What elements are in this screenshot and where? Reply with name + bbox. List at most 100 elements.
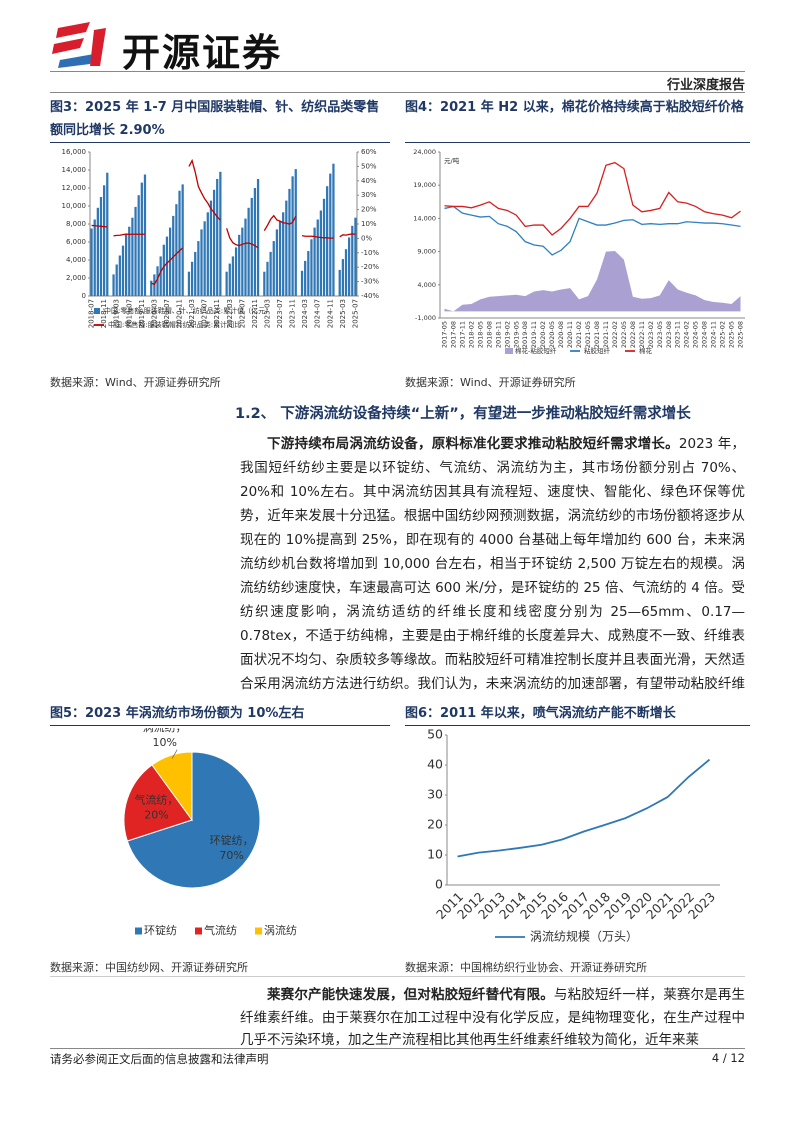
bar: [115, 264, 118, 296]
x-tick-label: 2020-05: [548, 321, 556, 348]
bar: [143, 174, 147, 296]
x-tick-label: 2025-02: [719, 321, 727, 348]
paragraph-lead: 莱赛尔产能快速发展，但对粘胶短纤替代有限。: [267, 987, 554, 1003]
section-heading: 1.2、 下游涡流纺设备持续“上新”，有望进一步推动粘胶短纤需求增长: [235, 406, 691, 422]
bar: [234, 247, 238, 296]
y-tick-label: 12,000: [62, 184, 87, 192]
bar: [275, 229, 279, 296]
rule: [50, 976, 745, 977]
y2-tick-label: -10%: [361, 249, 379, 257]
source-note: 数据来源：中国纺纱网、开源证券研究所: [50, 961, 248, 974]
bar: [282, 212, 285, 296]
bar: [307, 251, 310, 296]
bar: [168, 227, 172, 296]
chart: 0102030405020112012201320142015201620172…: [427, 727, 720, 944]
y-tick-label: 4,000: [417, 281, 436, 289]
bar: [319, 210, 323, 296]
x-tick-label: 2024-05: [692, 321, 700, 348]
chart: 环锭纺， 70% 环锭纺 气流纺， 20% 气流纺 涡流纺， 10% 涡流纺: [123, 728, 297, 937]
x-tick-label: 2021-08: [593, 321, 601, 348]
y2-tick-label: 30%: [361, 191, 377, 199]
x-tick-label: 2023-11: [674, 321, 682, 348]
paragraph: 莱赛尔产能快速发展，但对粘胶短纤替代有限。与粘胶短纤一样，莱赛尔是再生纤维素纤维…: [240, 984, 745, 1052]
bar: [187, 271, 191, 296]
y-tick-label: 24,000: [413, 148, 436, 156]
bar: [316, 219, 319, 296]
legend-label: 棉花: [639, 346, 653, 355]
x-tick-label: 2025-07: [351, 299, 359, 328]
x-tick-label: 2017-05: [440, 321, 448, 348]
y-tick-label: 8,000: [66, 220, 86, 228]
pie-slice: [126, 751, 261, 889]
y-tick-label: 16,000: [62, 148, 87, 156]
x-tick-label: 2022-07: [238, 299, 246, 328]
y-tick-label: 19,000: [413, 181, 436, 189]
legend-swatch: [195, 927, 202, 935]
bar: [322, 198, 326, 296]
legend-swatch: [505, 348, 513, 354]
x-tick-label: 2021-05: [584, 321, 592, 348]
paragraph-lead: 下游持续布局涡流纺设备，原料标准化要求推动粘胶短纤需求增长。: [267, 436, 679, 452]
leader-line: [171, 749, 178, 759]
bar: [278, 221, 282, 296]
source-note: 数据来源：Wind、开源证券研究所: [405, 376, 576, 389]
bar: [291, 176, 294, 296]
x-tick-label: 2023-07: [276, 299, 284, 328]
x-tick-label: 2017-11: [458, 321, 466, 348]
disclaimer: 请务必参阅正文后面的信息披露和法律声明: [50, 1052, 269, 1066]
bar: [190, 261, 194, 296]
bar: [344, 249, 348, 296]
x-tick-label: 2024-08: [701, 321, 709, 348]
bar: [159, 256, 162, 296]
x-tick-label: 2020-07: [163, 299, 171, 328]
y-tick-label: 0: [82, 292, 86, 300]
bar: [200, 229, 203, 296]
slice-label: 气流纺，: [134, 792, 178, 806]
bar: [288, 188, 291, 296]
y-tick-label: 14,000: [413, 214, 436, 222]
bar: [206, 212, 209, 296]
bar: [351, 225, 354, 296]
bar: [225, 271, 228, 296]
bar: [266, 261, 269, 296]
x-tick-label: 2022-11: [251, 299, 259, 328]
figure-title: 图5：2023 年涡流纺市场份额为 10%左右: [50, 702, 390, 726]
y-tick-label: 6,000: [66, 238, 86, 246]
chart: -1,000 4,000 9,000 14,000 19,000 24,000 2017-0…: [413, 148, 745, 355]
x-tick-label: 2019-07: [125, 299, 133, 328]
x-tick-label: 2024-03: [301, 299, 309, 328]
legend-label: 粘胶短纤: [584, 346, 611, 355]
bar: [150, 280, 153, 296]
x-tick-label: 2024-07: [314, 299, 322, 328]
bar: [197, 241, 200, 296]
x-tick-label: 2024-11: [710, 321, 718, 348]
slice-label: 环锭纺，: [210, 833, 254, 847]
x-tick-label: 2018-07: [88, 299, 96, 328]
bar: [247, 207, 250, 296]
y2-tick-label: 40%: [361, 177, 377, 185]
bar: [209, 200, 213, 296]
bar: [128, 226, 131, 296]
bar: [112, 274, 115, 296]
bar: [329, 173, 332, 296]
header-rule: [50, 92, 745, 93]
x-tick-label: 2020-11: [176, 299, 184, 328]
legend-label: 涡流纺规模（万头）: [530, 929, 638, 944]
line: [444, 205, 741, 256]
y2-tick-label: 10%: [361, 220, 377, 228]
bar: [304, 260, 307, 296]
y-tick-label: 30: [427, 787, 443, 802]
x-tick-label: 2019-02: [503, 321, 511, 348]
bar: [313, 227, 316, 296]
bar: [140, 182, 143, 296]
line: [91, 158, 356, 286]
x-tick-label: 2024-11: [326, 299, 334, 328]
x-tick-label: 2019-11: [530, 321, 538, 348]
x-tick-label: 2018-02: [467, 321, 475, 348]
bar: [118, 255, 121, 296]
x-tick-label: 2019-05: [512, 321, 520, 348]
legend-label: 涡流纺: [264, 923, 297, 937]
bar: [156, 266, 159, 296]
bar: [300, 270, 304, 296]
